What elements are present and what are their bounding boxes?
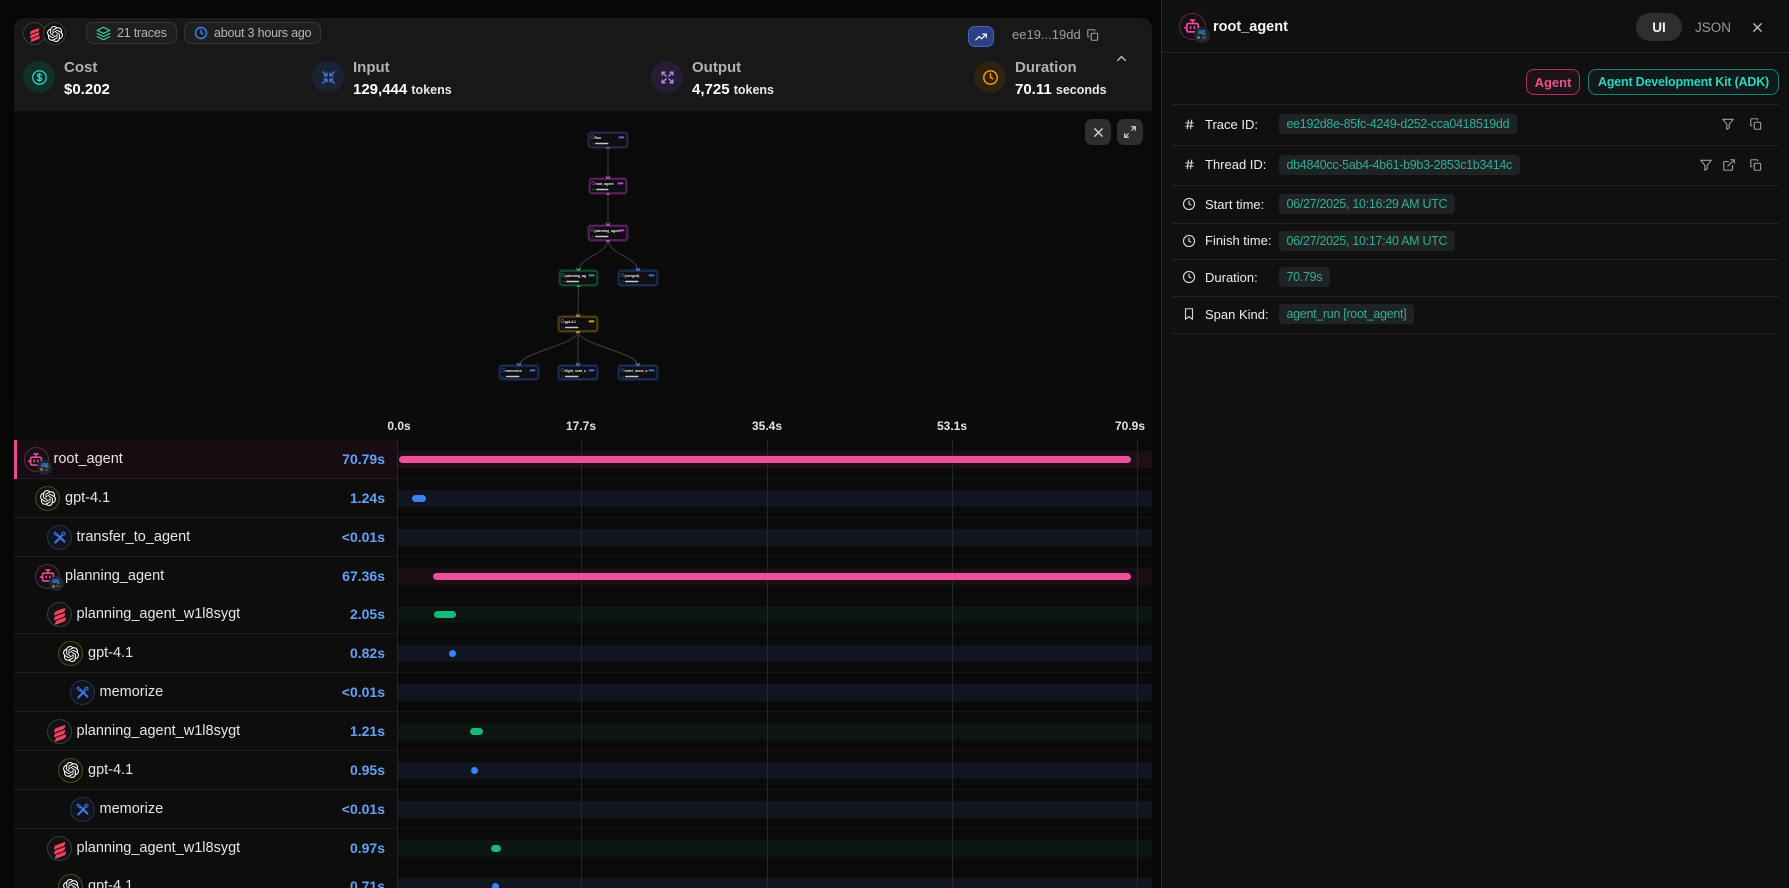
svg-text:hotel_room_s: hotel_room_s <box>625 369 648 373</box>
svg-text:planning_agent: planning_agent <box>595 229 622 233</box>
svg-text:(merged): (merged) <box>625 274 640 278</box>
svg-text:gpt-4.1: gpt-4.1 <box>565 320 577 324</box>
svg-text:planning_ag: planning_ag <box>566 274 587 278</box>
svg-text:Run: Run <box>595 136 602 140</box>
svg-text:root_agent: root_agent <box>596 182 615 186</box>
svg-text:flight_seat_s: flight_seat_s <box>565 369 586 373</box>
svg-text:memorize: memorize <box>506 369 522 373</box>
